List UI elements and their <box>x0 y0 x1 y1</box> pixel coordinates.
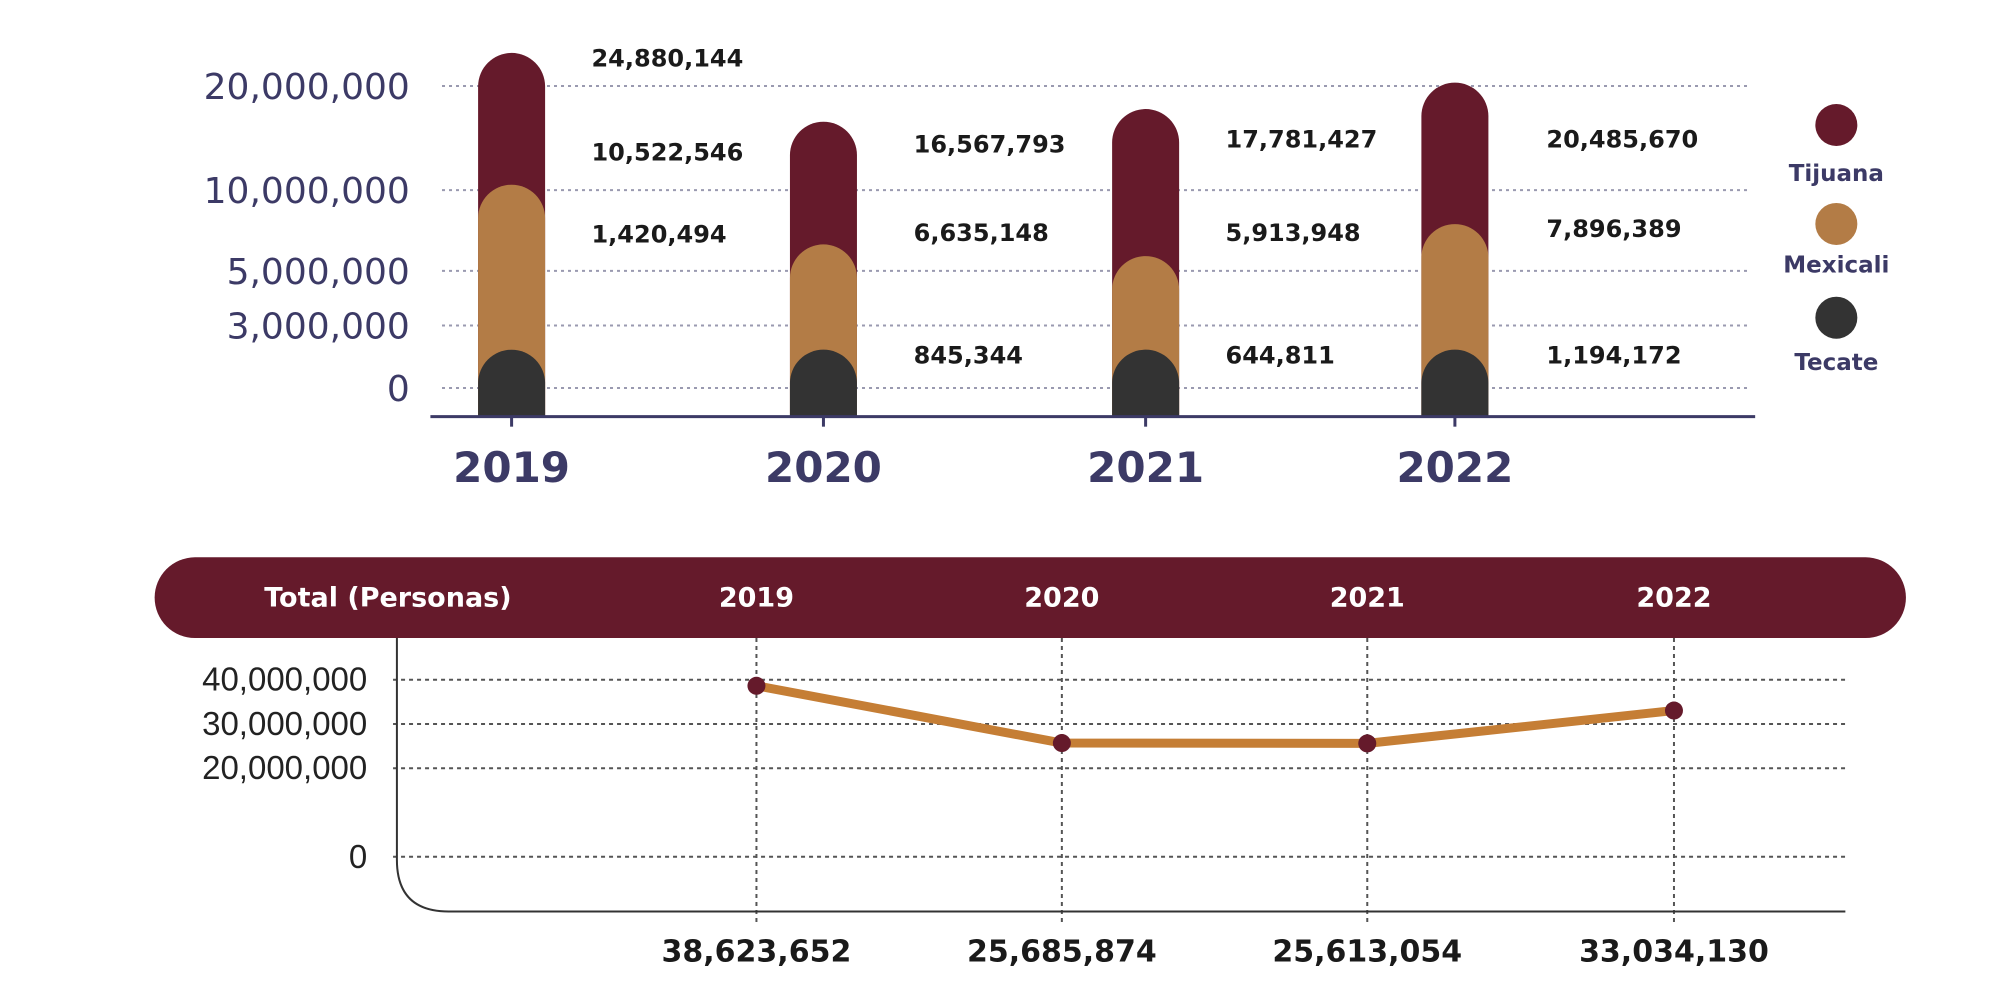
legend-swatch-mexicali <box>1815 202 1858 245</box>
total-value-label-2019: 38,623,652 <box>662 935 852 970</box>
value-label-mexicali: 6,635,148 <box>914 219 1049 247</box>
bar-tecate-2020 <box>789 349 857 417</box>
total-value-label-2022: 33,034,130 <box>1579 935 1769 970</box>
top-y-tick-label: 3,000,000 <box>227 307 410 348</box>
total-value-labels: 38,623,652 25,685,874 25,613,054 33,034,130 <box>662 935 1769 970</box>
bottom-vertical-gridlines <box>755 638 1675 924</box>
value-label-tijuana: 20,485,670 <box>1546 125 1698 153</box>
header-band-labels: Total (Personas) 2019 2020 2021 2022 <box>264 582 1711 613</box>
value-label-tijuana: 17,781,427 <box>1226 125 1378 153</box>
top-x-tick-label: 2020 <box>765 443 882 492</box>
bottom-y-tick-label: 20,000,000 <box>202 749 367 786</box>
top-bars <box>478 52 1489 417</box>
total-line-chart: Total (Personas) 2019 2020 2021 2022 0 20,000… <box>154 557 1906 970</box>
total-point-2021 <box>1358 734 1377 753</box>
bar-tecate-2021 <box>1112 349 1180 417</box>
total-point-2020 <box>1052 734 1071 753</box>
value-label-tecate: 1,194,172 <box>1546 341 1681 369</box>
top-x-tick-label: 2021 <box>1087 443 1204 492</box>
value-label-mexicali: 5,913,948 <box>1226 219 1361 247</box>
total-point-2022 <box>1664 701 1683 720</box>
value-label-tecate: 644,811 <box>1226 341 1335 369</box>
legend-label-tecate: Tecate <box>1794 350 1878 376</box>
legend-label-mexicali: Mexicali <box>1783 252 1889 278</box>
bar-tecate-2019 <box>478 349 546 417</box>
legend-label-tijuana: Tijuana <box>1789 161 1884 187</box>
bar-tecate-2022 <box>1421 349 1489 417</box>
total-value-label-2021: 25,613,054 <box>1272 935 1462 970</box>
bottom-y-tick-labels: 0 20,000,000 30,000,000 40,000,000 <box>202 661 367 875</box>
top-y-tick-label: 10,000,000 <box>204 171 410 212</box>
band-year-label: 2019 <box>719 582 794 613</box>
bottom-y-tick-label: 0 <box>349 838 367 875</box>
top-x-tick-label: 2019 <box>453 443 570 492</box>
value-label-tecate: 1,420,494 <box>591 220 726 248</box>
top-y-tick-label: 5,000,000 <box>227 252 410 293</box>
bottom-gridlines <box>393 678 1846 858</box>
value-label-mexicali: 7,896,389 <box>1546 215 1681 243</box>
stacked-bar-chart: 03,000,0005,000,00010,000,00020,000,000 … <box>204 45 1890 492</box>
header-band <box>154 557 1906 639</box>
value-label-mexicali: 10,522,546 <box>591 138 743 166</box>
top-y-tick-labels: 0 3,000,000 5,000,000 10,000,000 20,000,000 <box>204 67 410 410</box>
legend: Tijuana Mexicali Tecate <box>1783 104 1889 376</box>
top-y-tick-label: 0 <box>387 369 410 410</box>
total-value-label-2020: 25,685,874 <box>967 935 1157 970</box>
top-gridlines <box>442 84 1748 390</box>
bottom-y-tick-label: 40,000,000 <box>202 661 367 698</box>
legend-swatch-tecate <box>1815 296 1858 339</box>
bottom-y-tick-label: 30,000,000 <box>202 705 367 742</box>
bottom-axis <box>395 638 1846 913</box>
total-points <box>747 676 1683 753</box>
value-label-tijuana: 16,567,793 <box>914 131 1066 159</box>
band-year-label: 2020 <box>1024 582 1099 613</box>
top-value-labels: 24,880,144 10,522,546 1,420,494 16,567,793 6… <box>591 45 1698 370</box>
total-point-2019 <box>747 676 766 695</box>
top-x-tick-labels: 2019 2020 2021 2022 <box>453 416 1513 492</box>
value-label-tecate: 845,344 <box>914 341 1023 369</box>
band-year-label: 2022 <box>1636 582 1711 613</box>
value-label-tijuana: 24,880,144 <box>591 45 743 73</box>
legend-swatch-tijuana <box>1815 104 1858 146</box>
band-year-label: 2021 <box>1330 582 1405 613</box>
top-x-tick-label: 2022 <box>1396 443 1513 492</box>
band-header-label: Total (Personas) <box>264 582 511 613</box>
total-line <box>751 681 1679 748</box>
top-y-tick-label: 20,000,000 <box>204 67 410 108</box>
